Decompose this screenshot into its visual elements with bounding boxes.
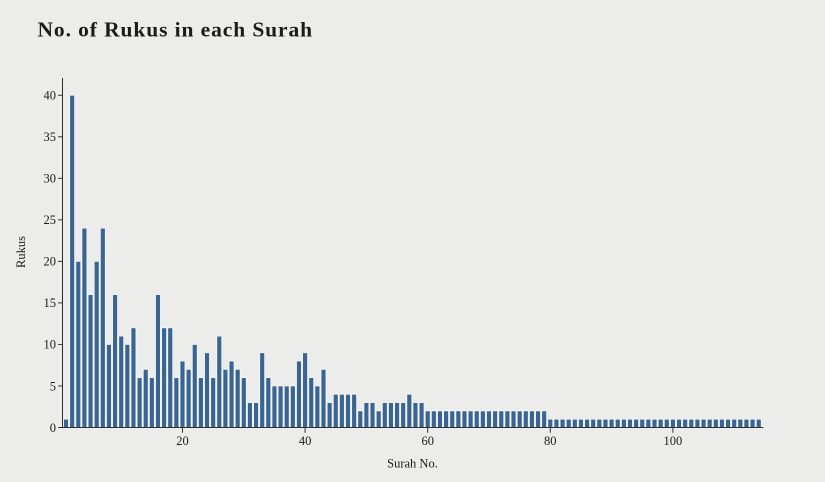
svg-text:40: 40 xyxy=(299,434,312,448)
svg-text:40: 40 xyxy=(44,89,57,103)
svg-text:5: 5 xyxy=(50,379,56,393)
svg-text:15: 15 xyxy=(44,296,57,310)
svg-text:35: 35 xyxy=(44,130,57,144)
svg-text:100: 100 xyxy=(664,434,683,448)
svg-text:10: 10 xyxy=(44,338,57,352)
svg-text:No. of Rukus in each Surah: No. of Rukus in each Surah xyxy=(38,17,314,41)
svg-text:80: 80 xyxy=(544,434,557,448)
svg-text:20: 20 xyxy=(44,255,57,269)
svg-text:20: 20 xyxy=(176,434,189,448)
svg-text:60: 60 xyxy=(421,434,434,448)
svg-text:Surah No.: Surah No. xyxy=(387,457,438,471)
svg-text:25: 25 xyxy=(44,213,57,227)
svg-text:Rukus: Rukus xyxy=(14,236,28,268)
svg-text:30: 30 xyxy=(44,172,57,186)
svg-text:0: 0 xyxy=(50,421,56,435)
